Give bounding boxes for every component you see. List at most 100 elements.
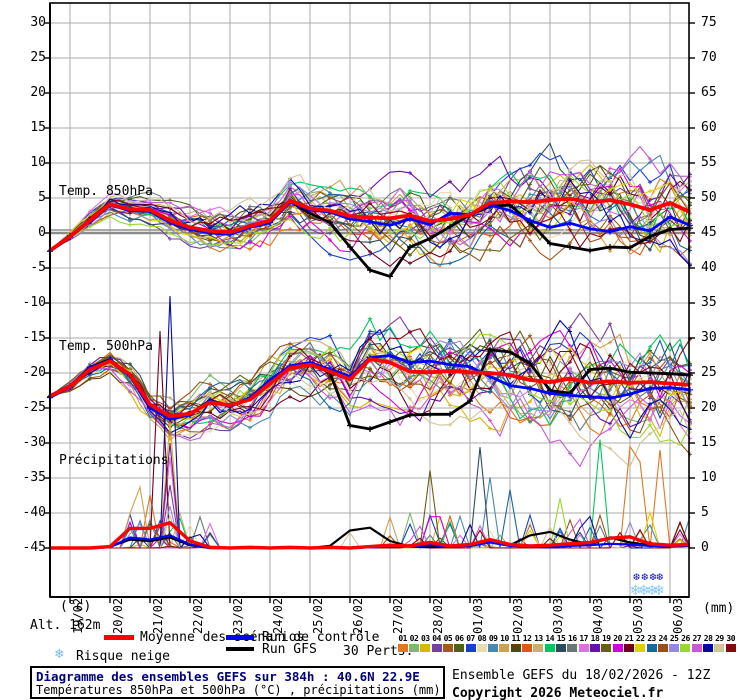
svg-text:❄: ❄ [638,583,650,599]
pert-number: 11 [511,634,521,643]
x-axis-date-label: 25/02 [311,597,325,634]
right-axis-unit: (mm) [703,601,735,616]
panel-label-precip: Précipitations [59,453,169,468]
gfs-line-swatch [226,647,254,651]
pert-cell: 21 [623,634,634,652]
diagram-title: Diagramme des ensembles GEFS sur 384h : … [36,669,420,684]
y-axis-label-left: 25 [30,50,46,65]
pert-number: 10 [500,634,509,643]
control-line-swatch [226,635,254,640]
pert-swatch [522,644,533,652]
pert-swatch [533,644,544,652]
pert-swatch [623,644,634,652]
y-axis-label-right: 65 [701,85,717,100]
y-axis-label-left: 5 [38,190,46,205]
y-axis-label-right: 0 [701,540,709,555]
pert-swatch [442,644,453,652]
pert-cell: 09 [488,634,499,652]
snow-risk-label: Risque neige [76,649,170,664]
pert-swatch [567,644,578,652]
x-axis-date-label: 03/03 [551,597,565,634]
pert-swatch [680,644,691,652]
pert-swatch [589,644,600,652]
pert-number: 20 [613,634,622,643]
pert-cell: 12 [521,634,533,652]
y-axis-label-left: -35 [22,470,46,485]
x-axis-date-label: 28/02 [431,597,445,634]
pert-swatch [669,644,680,652]
y-axis-label-right: 10 [701,470,717,485]
svg-text:❆: ❆ [649,573,657,583]
pert-number: 26 [681,634,690,643]
pert-number: 29 [715,634,724,643]
y-axis-label-left: 0 [38,225,46,240]
pert-cell: 23 [646,634,657,652]
x-axis-date-label: 06/03 [671,597,685,634]
snow-risk-markers: ❆❄❆❄❆❄❆❄ [630,573,665,599]
x-axis-date-label: 20/02 [111,597,125,634]
y-axis-label-left: -20 [22,365,46,380]
pert-swatch [691,644,702,652]
pert-number: 03 [420,634,430,643]
mean-line-swatch [104,635,134,640]
pert-cell: 15 [555,634,567,652]
pert-cell: 14 [544,634,555,652]
pert-number: 09 [488,634,498,643]
diagram-subtitle: Températures 850hPa et 500hPa (°C) , pré… [36,683,441,697]
pert-number: 06 [454,634,464,643]
x-axis-date-label: 26/02 [351,597,365,634]
run-info: Ensemble GEFS du 18/02/2026 - 12Z [452,668,711,683]
svg-text:❆: ❆ [633,573,641,583]
y-axis-label-right: 25 [701,365,717,380]
y-axis-label-right: 60 [701,120,717,135]
pert-swatch [408,644,419,652]
x-axis-date-label: 01/03 [471,597,485,634]
y-axis-label-right: 50 [701,190,717,205]
y-axis-label-right: 55 [701,155,717,170]
pert-swatch [476,644,487,652]
pert-swatch [499,644,510,652]
x-axis-date-label: 05/03 [631,597,645,634]
pert-number: 24 [658,634,668,643]
pert-cell: 04 [431,634,442,652]
x-axis-date-label: 04/03 [591,597,605,634]
pert-cell: 20 [612,634,623,652]
y-axis-label-left: -5 [30,260,46,275]
pert-cell: 01 [397,634,408,652]
pert-number: 30 [726,634,736,643]
pert-swatch [488,644,499,652]
pert-swatch [556,644,567,652]
pert-cell: 27 [691,634,702,652]
pert-number: 21 [624,634,634,643]
pert-cell: 29 [714,634,725,652]
panel-label-t850: Temp. 850hPa [59,184,153,199]
ensemble-chart: ❆ ❄ ❆ ❄ ❆ ❄ ❆ ❄ [44,2,695,603]
x-axis-date-label: 21/02 [151,597,165,634]
pert-cell: 11 [510,634,521,652]
pert-cell: 02 [408,634,419,652]
pert-number: 07 [466,634,475,643]
y-axis-label-left: -40 [22,505,46,520]
y-axis-label-left: 15 [30,120,46,135]
pert-cell: 18 [589,634,600,652]
x-axis-date-label: 22/02 [191,597,205,634]
pert-swatch [657,644,668,652]
pert-cell: 05 [442,634,453,652]
pert-number: 23 [647,634,656,643]
y-axis-label-right: 30 [701,330,717,345]
axis-ticks [44,22,695,603]
y-axis-label-right: 40 [701,260,717,275]
x-axis-date-label: 02/03 [511,597,525,634]
perturbation-color-strip: 01 02 03 04 05 06 07 08 09 10 11 12 13 14 15 16 17 18 19 20… [397,634,736,652]
pert-number: 22 [635,634,645,643]
y-axis-label-right: 70 [701,50,717,65]
pert-number: 19 [601,634,611,643]
left-axis-unit: (°c) [60,599,92,614]
svg-text:❆: ❆ [656,573,664,583]
pert-cell: 25 [669,634,680,652]
pert-number: 04 [432,634,441,643]
pert-number: 18 [590,634,600,643]
altitude-label: Alt. 162m [30,618,101,633]
pert-cell: 17 [578,634,589,652]
